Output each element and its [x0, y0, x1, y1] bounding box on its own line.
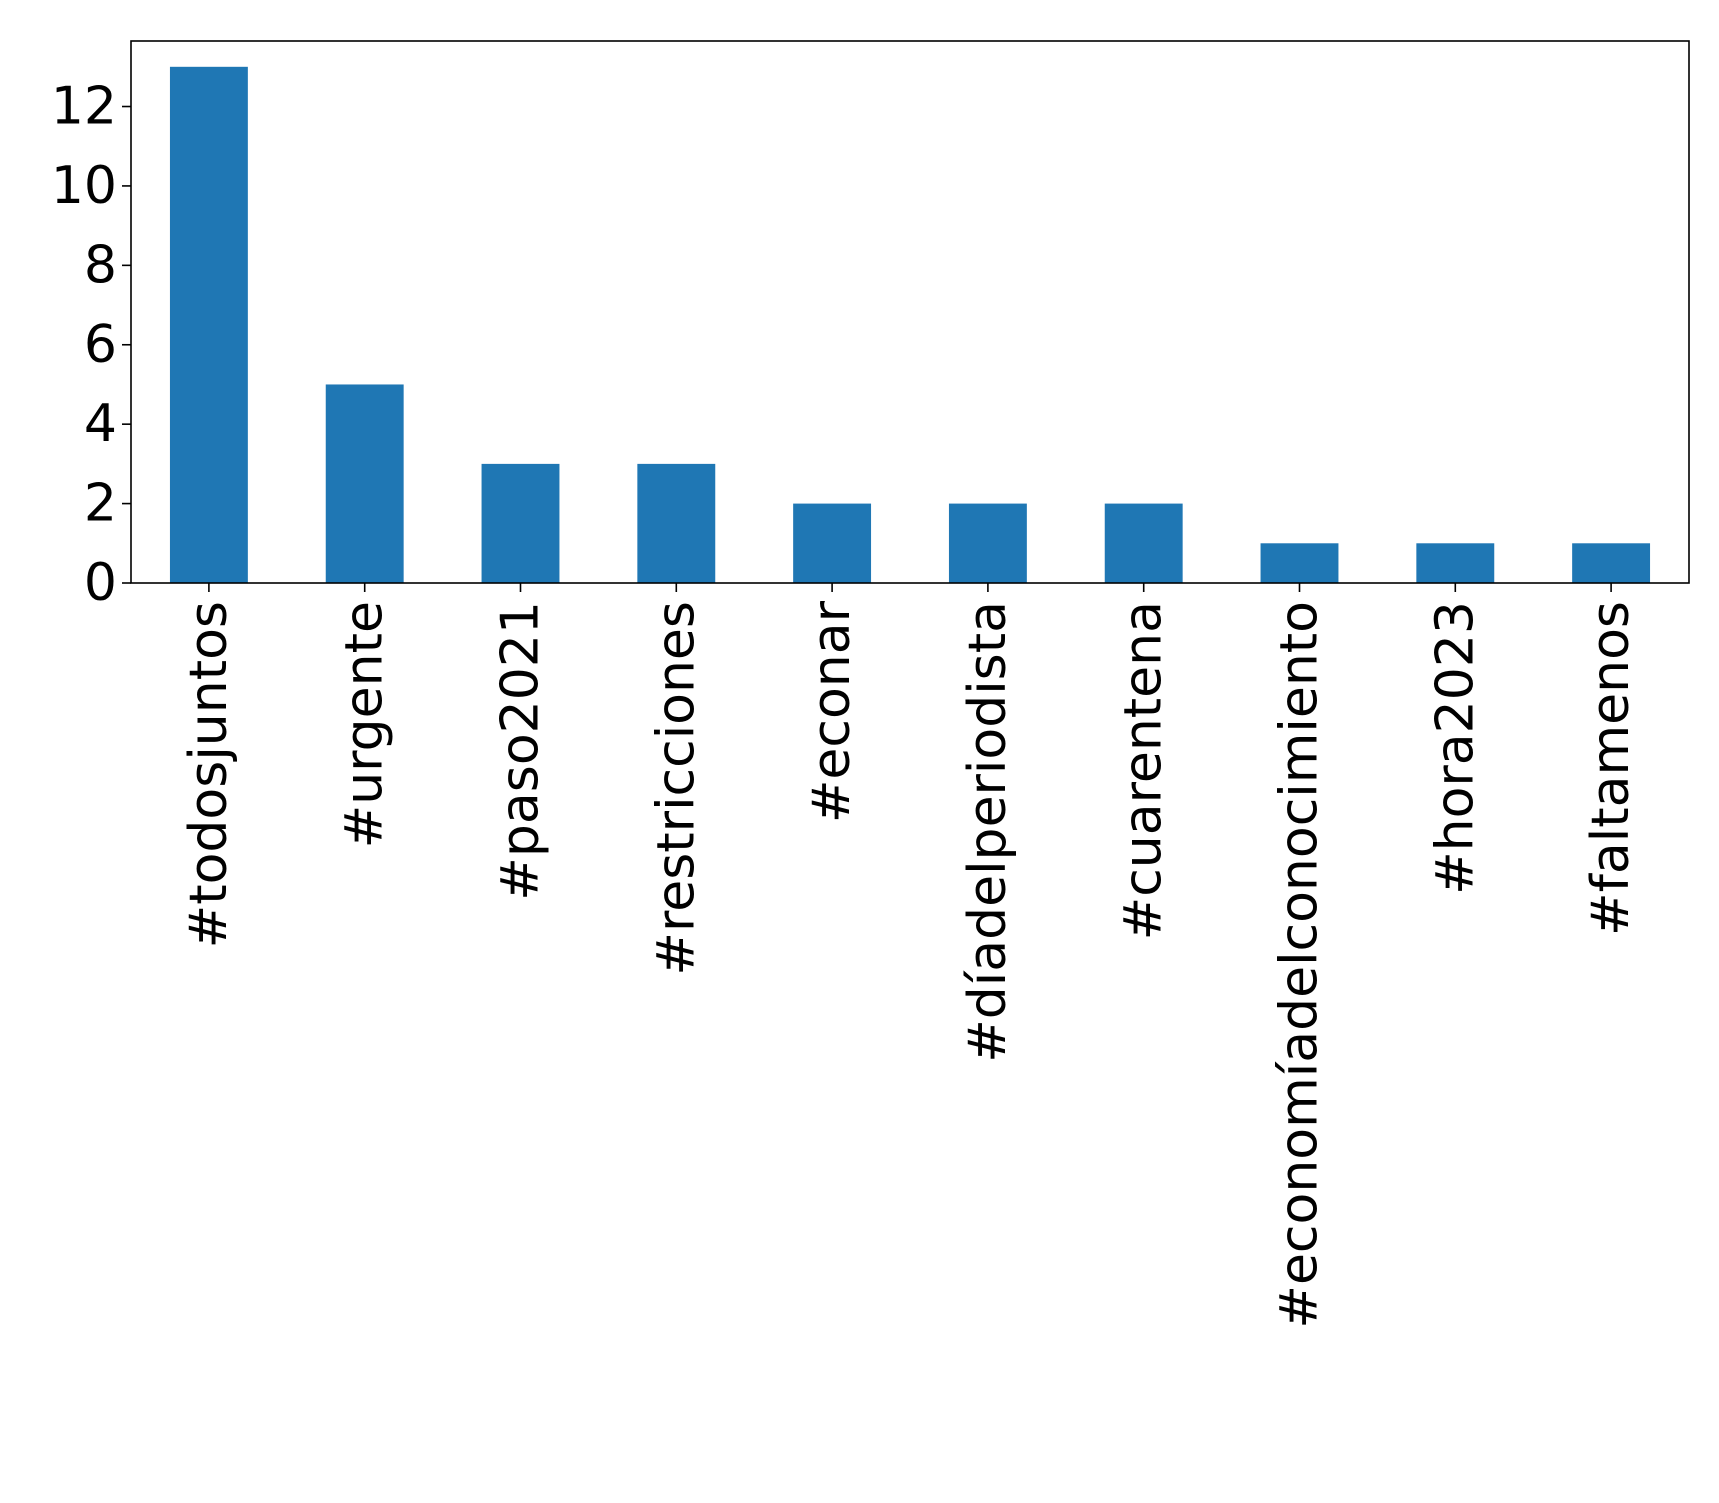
y-tick-label-0: 0: [84, 553, 117, 613]
y-tick-label-3: 6: [84, 315, 117, 375]
x-tick-label-8: #hora2023: [1425, 601, 1485, 895]
bar-1: [325, 384, 404, 583]
x-tick-label-4: #econar: [802, 600, 862, 823]
bar-8: [1416, 543, 1495, 583]
y-tick-label-6: 12: [51, 77, 117, 137]
bar-2: [481, 463, 560, 583]
bars-group: [169, 66, 1651, 584]
x-tick-label-6: #cuarentena: [1114, 601, 1174, 940]
x-tick-label-3: #restricciones: [646, 601, 706, 976]
y-tick-label-1: 2: [84, 474, 117, 534]
y-tick-label-4: 8: [84, 235, 117, 295]
x-tick-label-1: #urgente: [335, 601, 395, 848]
bar-4: [793, 503, 872, 583]
x-tick-label-2: #paso2021: [491, 601, 551, 901]
y-tick-label-2: 4: [84, 394, 117, 454]
x-tick-label-0: #todosjuntos: [179, 601, 239, 948]
bar-5: [948, 503, 1027, 583]
x-tick-label-7: #economíadelconocimiento: [1270, 601, 1330, 1329]
x-tick-label-9: #faltamenos: [1581, 601, 1641, 936]
bar-9: [1572, 543, 1651, 583]
plot-frame: [130, 40, 1690, 584]
bar-7: [1260, 543, 1339, 583]
bar-6: [1104, 503, 1183, 583]
y-axis: 0 2 4 6 8 10 12: [51, 77, 131, 613]
bar-3: [637, 463, 716, 583]
bar-0: [169, 66, 248, 584]
x-tick-label-5: #díadelperiodista: [958, 601, 1018, 1063]
y-tick-label-5: 10: [51, 156, 117, 216]
x-axis: #todosjuntos #urgente #paso2021 #restriccio…: [179, 583, 1641, 1329]
